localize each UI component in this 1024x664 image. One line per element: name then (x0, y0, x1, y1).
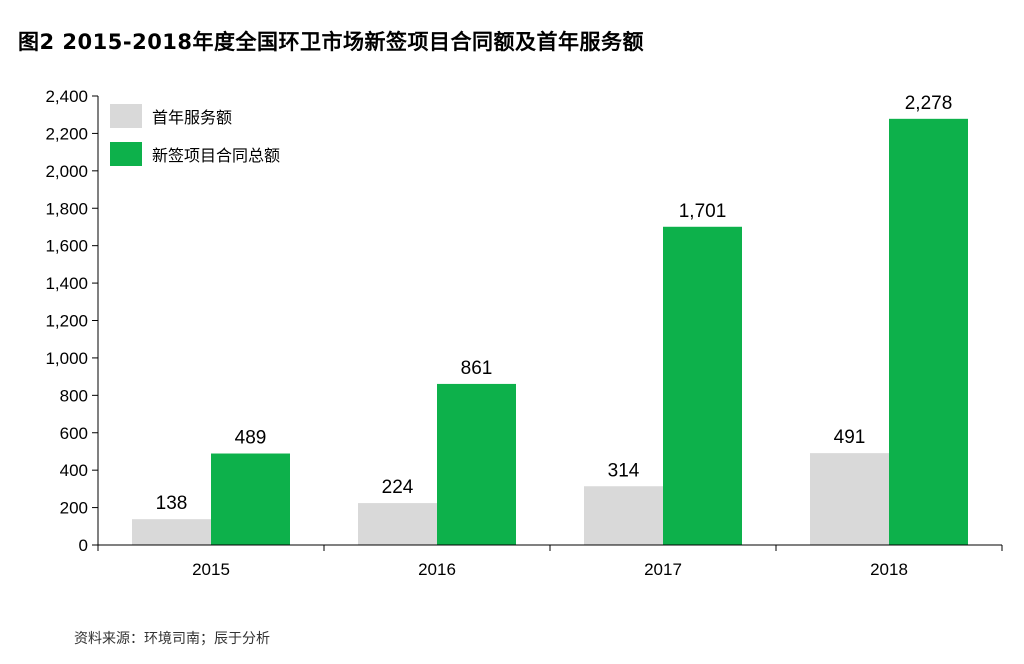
y-tick-label: 1,400 (45, 274, 88, 293)
legend-swatch (110, 142, 142, 166)
y-tick-label: 600 (60, 424, 88, 443)
bar-first-year-service (810, 453, 889, 545)
x-tick-label: 2018 (870, 560, 908, 579)
data-label: 138 (156, 493, 188, 514)
legend-swatch (110, 104, 142, 128)
legend-label: 新签项目合同总额 (152, 146, 280, 165)
y-tick-label: 0 (79, 536, 88, 555)
data-label: 2,278 (905, 93, 953, 114)
bar-new-contract-total (889, 118, 968, 546)
legend-label: 首年服务额 (152, 108, 232, 127)
x-tick-label: 2016 (418, 560, 456, 579)
data-label: 861 (461, 358, 493, 379)
y-tick-label: 1,000 (45, 349, 88, 368)
data-label: 224 (382, 477, 414, 498)
y-tick-label: 400 (60, 461, 88, 480)
data-label: 314 (608, 460, 640, 481)
bar-new-contract-total (663, 226, 742, 546)
y-tick-label: 2,200 (45, 124, 88, 143)
y-tick-label: 2,400 (45, 87, 88, 106)
y-tick-label: 1,200 (45, 312, 88, 331)
x-tick-label: 2015 (192, 560, 230, 579)
y-tick-label: 200 (60, 499, 88, 518)
y-tick-label: 1,600 (45, 237, 88, 256)
data-label: 1,701 (679, 201, 727, 222)
data-label: 491 (834, 427, 866, 448)
x-tick-label: 2017 (644, 560, 682, 579)
bar-chart: 0 200 400 600 800 1,000 1,200 1,400 1,600 1,800 2,… (45, 87, 1003, 579)
bar-new-contract-total (437, 383, 516, 545)
figure-title: 图2 2015-2018年度全国环卫市场新签项目合同额及首年服务额 (18, 30, 645, 54)
source-note: 资料来源：环境司南；辰于分析 (74, 631, 270, 647)
bar-first-year-service (132, 519, 211, 545)
y-tick-label: 2,000 (45, 162, 88, 181)
bar-first-year-service (584, 486, 663, 545)
y-tick-label: 1,800 (45, 199, 88, 218)
bar-first-year-service (358, 503, 437, 545)
bar-new-contract-total (211, 453, 290, 545)
y-tick-label: 800 (60, 386, 88, 405)
data-label: 489 (235, 428, 267, 449)
